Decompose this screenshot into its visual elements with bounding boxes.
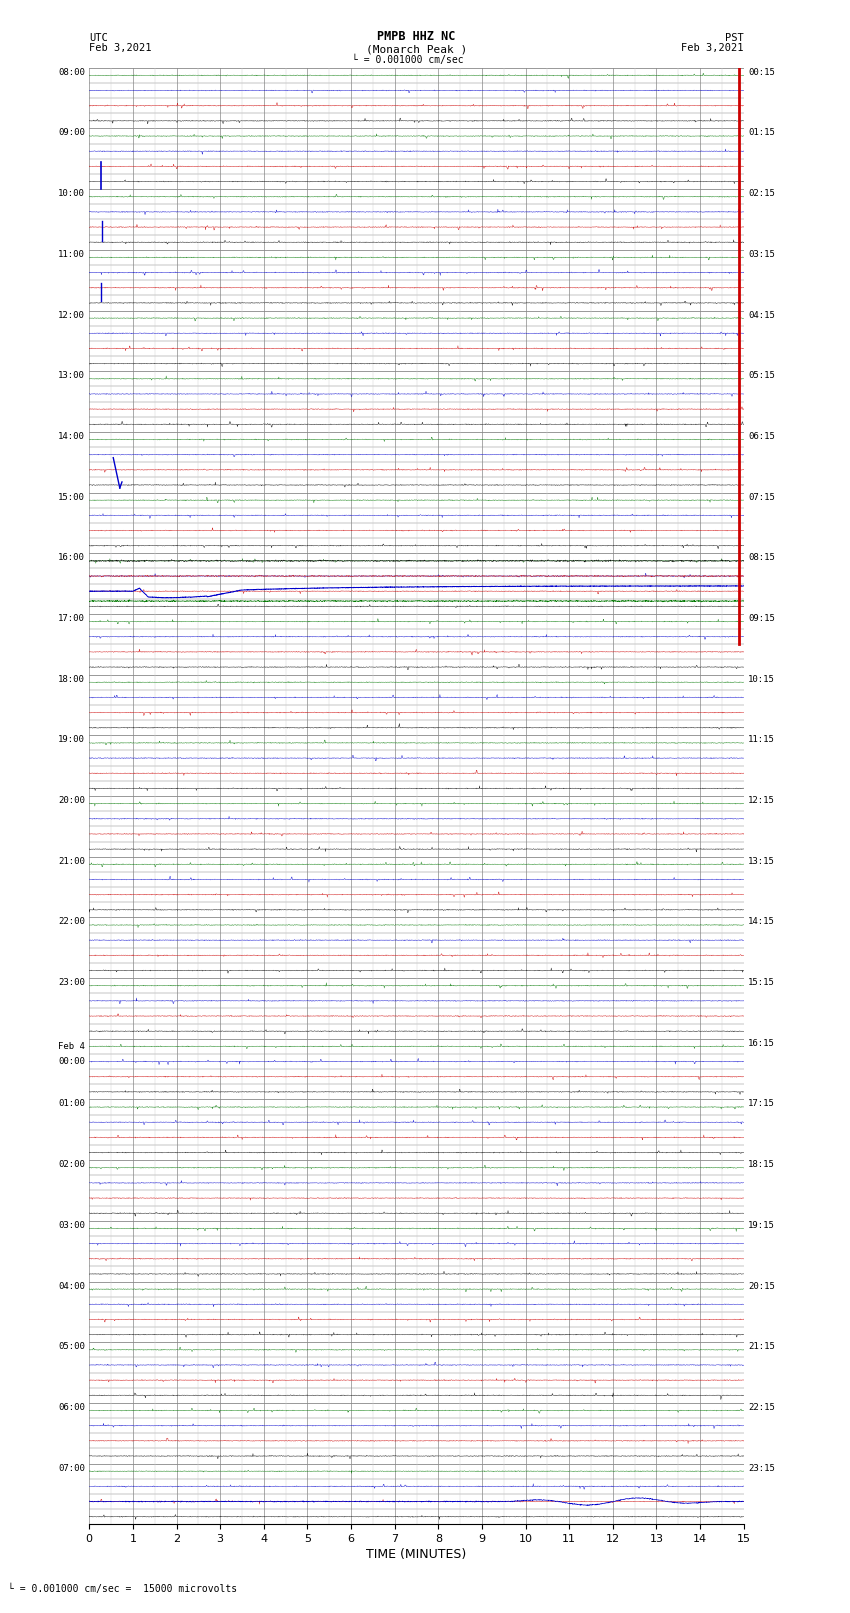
Text: 15:00: 15:00 [58,492,85,502]
Text: 09:00: 09:00 [58,129,85,137]
Text: 12:00: 12:00 [58,311,85,319]
Text: 16:00: 16:00 [58,553,85,563]
Text: 00:15: 00:15 [748,68,775,77]
Text: Feb 4: Feb 4 [58,1042,85,1052]
Text: 01:15: 01:15 [748,129,775,137]
Text: 13:00: 13:00 [58,371,85,381]
Text: 22:00: 22:00 [58,918,85,926]
Text: 19:15: 19:15 [748,1221,775,1229]
Text: 10:00: 10:00 [58,189,85,198]
Text: 21:15: 21:15 [748,1342,775,1352]
Text: Feb 3,2021: Feb 3,2021 [89,44,152,53]
Text: 05:00: 05:00 [58,1342,85,1352]
Text: 11:15: 11:15 [748,736,775,744]
Text: 18:15: 18:15 [748,1160,775,1169]
Text: 21:00: 21:00 [58,857,85,866]
Text: 22:15: 22:15 [748,1403,775,1411]
Text: 04:15: 04:15 [748,311,775,319]
Text: 02:00: 02:00 [58,1160,85,1169]
Text: 04:00: 04:00 [58,1281,85,1290]
Text: 10:15: 10:15 [748,674,775,684]
Text: 06:15: 06:15 [748,432,775,440]
Text: 07:15: 07:15 [748,492,775,502]
Text: 05:15: 05:15 [748,371,775,381]
Text: 09:15: 09:15 [748,615,775,623]
Text: └ = 0.001000 cm/sec =  15000 microvolts: └ = 0.001000 cm/sec = 15000 microvolts [8,1584,238,1594]
Text: Feb 3,2021: Feb 3,2021 [681,44,744,53]
Text: 15:15: 15:15 [748,977,775,987]
Text: 03:15: 03:15 [748,250,775,258]
Text: 07:00: 07:00 [58,1463,85,1473]
Text: 20:15: 20:15 [748,1281,775,1290]
Text: 01:00: 01:00 [58,1100,85,1108]
Text: 17:15: 17:15 [748,1100,775,1108]
Text: 08:15: 08:15 [748,553,775,563]
Text: 19:00: 19:00 [58,736,85,744]
Text: PMPB HHZ NC: PMPB HHZ NC [377,29,456,44]
Text: PST: PST [725,32,744,44]
Text: 13:15: 13:15 [748,857,775,866]
Text: 00:00: 00:00 [58,1057,85,1066]
Text: 03:00: 03:00 [58,1221,85,1229]
Text: 20:00: 20:00 [58,797,85,805]
Text: 23:00: 23:00 [58,977,85,987]
Text: └ = 0.001000 cm/sec: └ = 0.001000 cm/sec [352,55,464,65]
Text: 06:00: 06:00 [58,1403,85,1411]
Text: 17:00: 17:00 [58,615,85,623]
Text: (Monarch Peak ): (Monarch Peak ) [366,45,468,55]
Text: 02:15: 02:15 [748,189,775,198]
Text: 14:00: 14:00 [58,432,85,440]
Text: 18:00: 18:00 [58,674,85,684]
Text: UTC: UTC [89,32,108,44]
Text: 16:15: 16:15 [748,1039,775,1048]
X-axis label: TIME (MINUTES): TIME (MINUTES) [366,1548,467,1561]
Text: 23:15: 23:15 [748,1463,775,1473]
Text: 14:15: 14:15 [748,918,775,926]
Text: 08:00: 08:00 [58,68,85,77]
Text: 11:00: 11:00 [58,250,85,258]
Text: 12:15: 12:15 [748,797,775,805]
